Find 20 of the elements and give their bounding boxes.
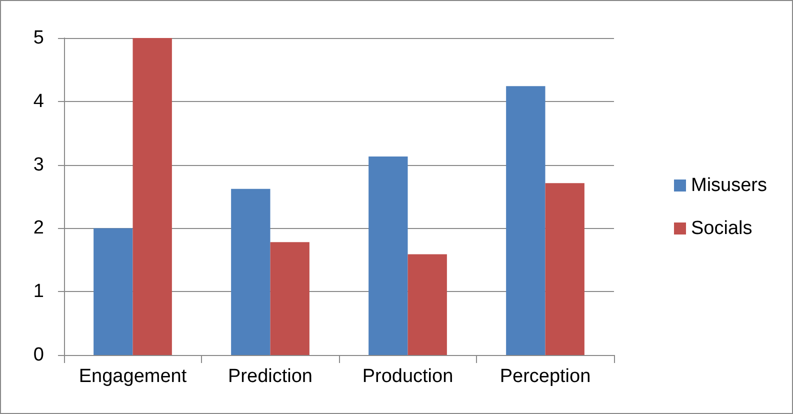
bar (368, 156, 408, 355)
y-tick-label: 5 (33, 28, 44, 48)
x-tick-label: Engagement (78, 366, 188, 387)
bar (506, 86, 546, 355)
y-tick-label: 2 (33, 218, 44, 239)
x-tick-label: Perception (500, 366, 591, 387)
y-tick-label: 4 (33, 90, 44, 112)
x-tick-label: Production (362, 366, 454, 387)
bar (545, 183, 584, 355)
bar (408, 254, 447, 355)
bar (270, 242, 310, 355)
y-tick-label: 3 (33, 154, 44, 176)
bar (231, 188, 270, 355)
legend-label: Socials (690, 218, 752, 239)
y-tick-label: 1 (33, 281, 44, 302)
y-tick-label: 0 (33, 344, 44, 366)
bar (94, 228, 133, 355)
x-tick-label: Prediction (228, 366, 312, 387)
bar (132, 38, 172, 355)
legend-label: Misusers (690, 175, 768, 196)
